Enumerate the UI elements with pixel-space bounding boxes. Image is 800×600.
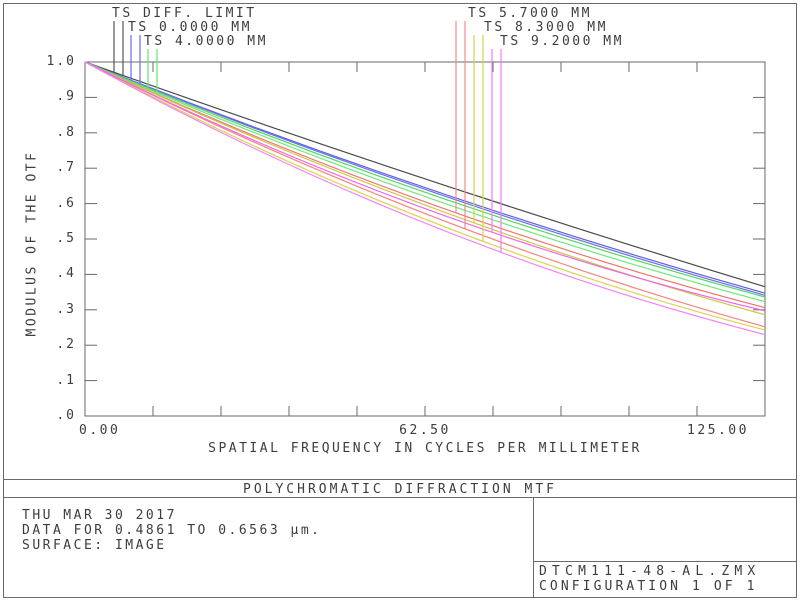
mtf-curve <box>84 61 766 316</box>
y-tick-label: .8 <box>56 125 76 140</box>
mtf-curve <box>84 61 766 336</box>
surface-text: SURFACE: IMAGE <box>22 538 167 553</box>
y-tick-label: .6 <box>56 196 76 211</box>
y-tick-label: 1.0 <box>46 54 76 69</box>
y-tick-label: .0 <box>56 408 76 423</box>
mtf-curve <box>84 61 766 331</box>
legend-label: TS DIFF. LIMIT <box>112 6 257 21</box>
y-tick-label: .7 <box>56 160 76 175</box>
y-tick-label: .1 <box>56 373 76 388</box>
mtf-curve <box>84 61 766 303</box>
mtf-curve <box>84 61 766 312</box>
y-tick-label: .3 <box>56 302 76 317</box>
x-tick-label: 125.00 <box>687 423 749 438</box>
x-tick-label: 62.50 <box>399 423 451 438</box>
mtf-plot-canvas <box>84 21 766 417</box>
outer-border <box>3 3 797 598</box>
y-tick-label: .5 <box>56 231 76 246</box>
x-axis-title: SPATIAL FREQUENCY IN CYCLES PER MILLIMET… <box>208 441 642 456</box>
plot-title: POLYCHROMATIC DIFFRACTION MTF <box>243 482 557 497</box>
plot-title-band: POLYCHROMATIC DIFFRACTION MTF <box>4 479 796 498</box>
legend-label: TS 5.7000 MM <box>468 6 592 21</box>
mtf-curve <box>84 61 766 288</box>
legend-label: TS 4.0000 MM <box>144 34 268 49</box>
info-panel-right: DTCM111-48-AL.ZMX CONFIGURATION 1 OF 1 <box>534 498 796 597</box>
file-box-divider <box>534 561 796 562</box>
mtf-curve <box>84 61 766 298</box>
mtf-curve <box>84 61 766 309</box>
mtf-curve <box>84 61 766 328</box>
x-tick-label: 0.00 <box>79 423 121 438</box>
y-tick-label: .4 <box>56 266 76 281</box>
y-tick-label: .9 <box>56 89 76 104</box>
legend-label: TS 9.2000 MM <box>500 34 624 49</box>
info-panel-left: THU MAR 30 2017 DATA FOR 0.4861 TO 0.656… <box>4 498 533 597</box>
info-panel-divider <box>533 498 534 597</box>
legend-label: TS 8.3000 MM <box>484 20 608 35</box>
mtf-curve <box>84 61 766 296</box>
y-tick-label: .2 <box>56 337 76 352</box>
legend-label: TS 0.0000 MM <box>128 20 252 35</box>
wavelength-range-text: DATA FOR 0.4861 TO 0.6563 µm. <box>22 523 322 538</box>
mtf-curve <box>84 61 766 294</box>
configuration-text: CONFIGURATION 1 OF 1 <box>539 579 758 594</box>
date-text: THU MAR 30 2017 <box>22 508 177 523</box>
lens-file-name: DTCM111-48-AL.ZMX <box>539 564 761 579</box>
